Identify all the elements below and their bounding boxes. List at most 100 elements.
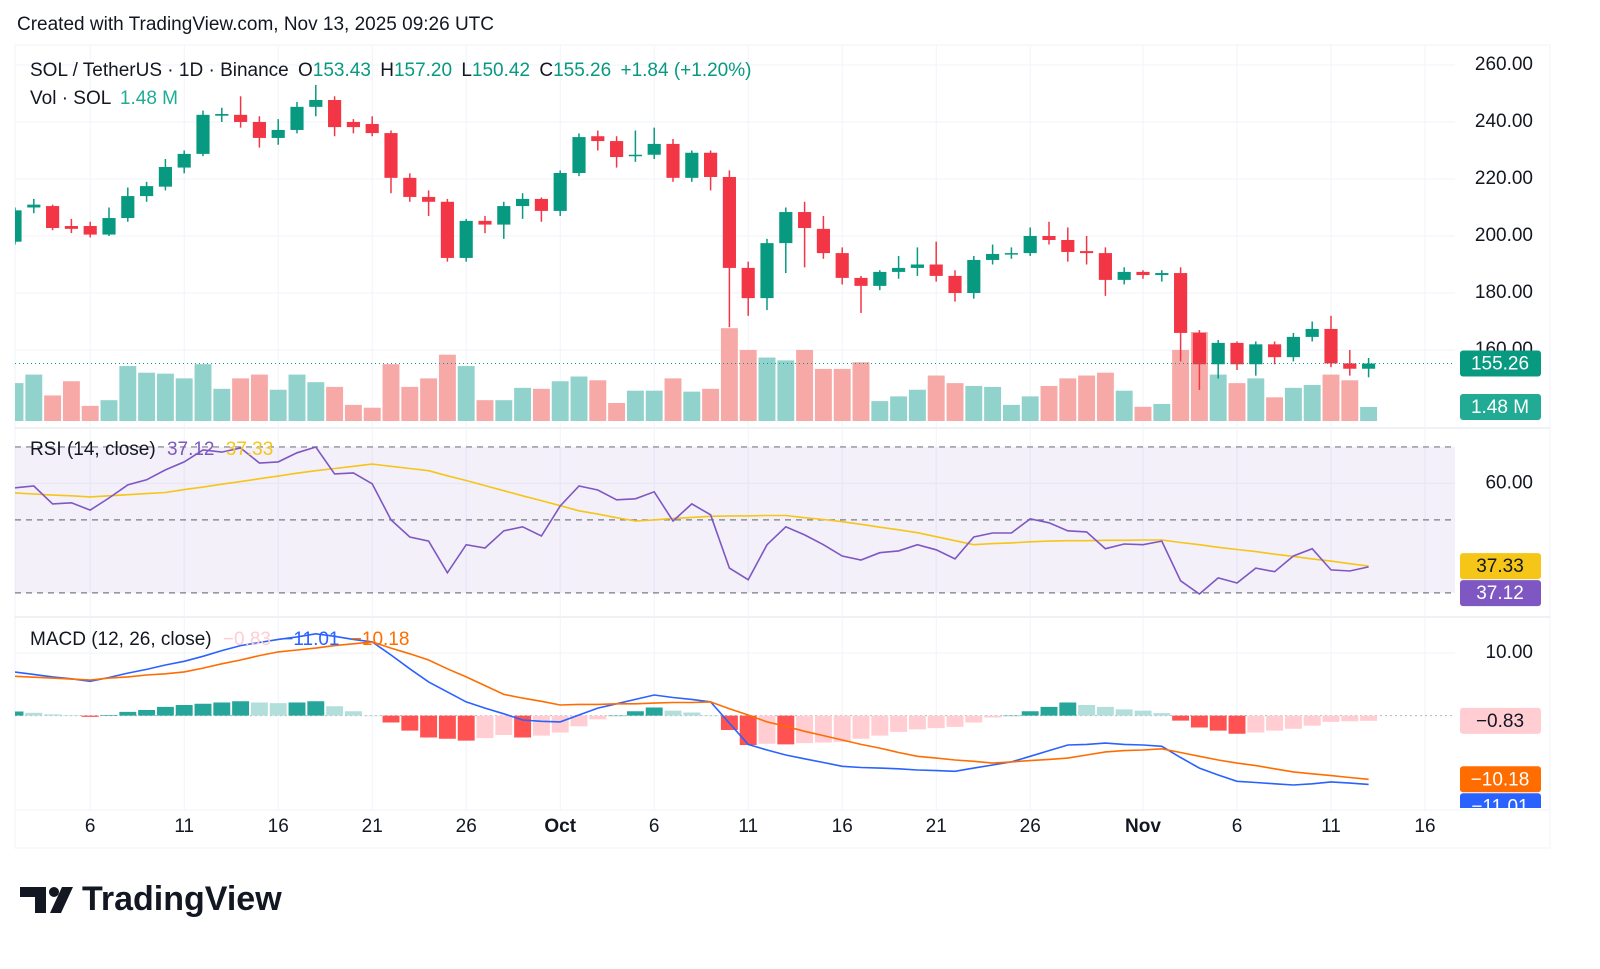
candle-body xyxy=(967,259,981,294)
rsi-legend: RSI (14, close) 37.12 37.33 xyxy=(30,439,273,460)
candle-body xyxy=(384,133,398,178)
candle-body xyxy=(816,228,830,254)
histogram-bar xyxy=(908,715,926,730)
series-tag-bg xyxy=(1460,766,1541,793)
volume-bar xyxy=(1115,390,1133,421)
macd-pane xyxy=(15,632,1455,786)
x-tick-label: 6 xyxy=(85,816,96,837)
volume-bar xyxy=(1096,372,1114,421)
logo-dot xyxy=(49,887,59,897)
last-price-tag-bg xyxy=(1460,350,1541,377)
candle-body xyxy=(1098,253,1112,280)
x-tick-label: 11 xyxy=(1321,816,1341,837)
rsi-pane xyxy=(15,446,1455,596)
candle-body xyxy=(666,143,680,178)
volume-bar xyxy=(288,374,306,421)
volume-bar xyxy=(570,376,588,421)
candle-body xyxy=(1023,235,1037,254)
x-tick-label: 6 xyxy=(1232,816,1243,837)
series-tag-bg xyxy=(1460,580,1541,607)
close-value: 155.26 xyxy=(553,60,611,81)
candle-body xyxy=(1061,239,1075,252)
y-tick-label: 10.00 xyxy=(1485,642,1533,663)
candle-body xyxy=(252,121,266,138)
series-tag: −11.01 xyxy=(1471,796,1528,817)
volume-bar xyxy=(344,404,362,421)
volume-bar xyxy=(401,386,419,421)
histogram-bar xyxy=(100,715,118,716)
volume-bar xyxy=(495,400,513,421)
volume-bar xyxy=(1228,383,1246,421)
histogram-bar xyxy=(570,715,588,727)
volume-bar xyxy=(589,380,607,421)
volume-bar xyxy=(62,381,80,421)
volume-bar xyxy=(1134,406,1152,421)
candle-body xyxy=(1136,271,1150,276)
candle-body xyxy=(647,143,661,155)
histogram-bar xyxy=(476,715,494,739)
histogram-bar xyxy=(984,715,1002,718)
histogram-bar xyxy=(326,706,344,716)
candle-body xyxy=(553,172,567,211)
x-tick-label: Nov xyxy=(1125,816,1161,837)
candle-body xyxy=(704,152,718,177)
histogram-bar xyxy=(833,715,851,742)
histogram-bar xyxy=(81,715,99,717)
volume-bar xyxy=(984,386,1002,421)
histogram-bar xyxy=(965,715,983,723)
histogram-bar xyxy=(645,707,663,716)
candle-body xyxy=(440,201,454,258)
candle-body xyxy=(1192,332,1206,365)
volume-bar xyxy=(965,385,983,421)
candle-body xyxy=(986,253,1000,260)
candle-body xyxy=(1174,273,1188,333)
y-tick-label: 200.00 xyxy=(1475,225,1533,246)
open-label: O xyxy=(298,60,313,81)
x-tick-label: 26 xyxy=(1020,816,1041,837)
histogram-bar xyxy=(250,702,268,716)
volume-bar xyxy=(119,366,137,421)
volume-bar xyxy=(213,388,231,421)
volume-bar xyxy=(156,373,174,421)
candle-body xyxy=(1155,273,1169,276)
volume-bar xyxy=(1341,380,1359,421)
candle-body xyxy=(628,154,642,157)
volume-legend: Vol · SOL 1.48 M xyxy=(30,88,178,109)
volume-bar xyxy=(514,387,532,421)
volume-bar xyxy=(1153,403,1171,421)
candle-body xyxy=(1343,363,1357,369)
histogram-bar xyxy=(532,715,550,736)
series-tag: 37.12 xyxy=(1476,583,1524,604)
y-tick-label: 220.00 xyxy=(1475,168,1533,189)
histogram-bar xyxy=(194,703,212,716)
candle-body xyxy=(140,186,154,197)
histogram-bar xyxy=(382,715,400,723)
candle-body xyxy=(892,267,906,272)
candle-body xyxy=(779,212,793,244)
y-tick-label: 180.00 xyxy=(1475,282,1533,303)
candle-body xyxy=(27,204,41,208)
volume-bar xyxy=(326,386,344,421)
histogram-bar xyxy=(946,715,964,727)
volume-bar xyxy=(476,400,494,421)
candle-body xyxy=(271,129,285,138)
histogram-bar xyxy=(1303,715,1321,726)
macd-title: MACD (12, 26, close) xyxy=(30,629,212,650)
histogram-bar xyxy=(288,702,306,716)
histogram-bar xyxy=(683,712,701,716)
x-tick-label: 11 xyxy=(174,816,194,837)
volume-bar xyxy=(1040,385,1058,421)
histogram-bar xyxy=(25,712,43,716)
volume-bar xyxy=(307,382,325,421)
histogram-bar xyxy=(1172,715,1190,721)
low-label: L xyxy=(461,60,472,81)
series-tag-bg xyxy=(1460,793,1541,808)
candle-body xyxy=(873,271,887,286)
volume-bar xyxy=(908,389,926,421)
volume-bar xyxy=(664,378,682,421)
candle-body xyxy=(1324,328,1338,364)
histogram-bar xyxy=(119,711,137,716)
x-tick-label: Oct xyxy=(544,816,576,837)
histogram-bar xyxy=(269,703,287,716)
